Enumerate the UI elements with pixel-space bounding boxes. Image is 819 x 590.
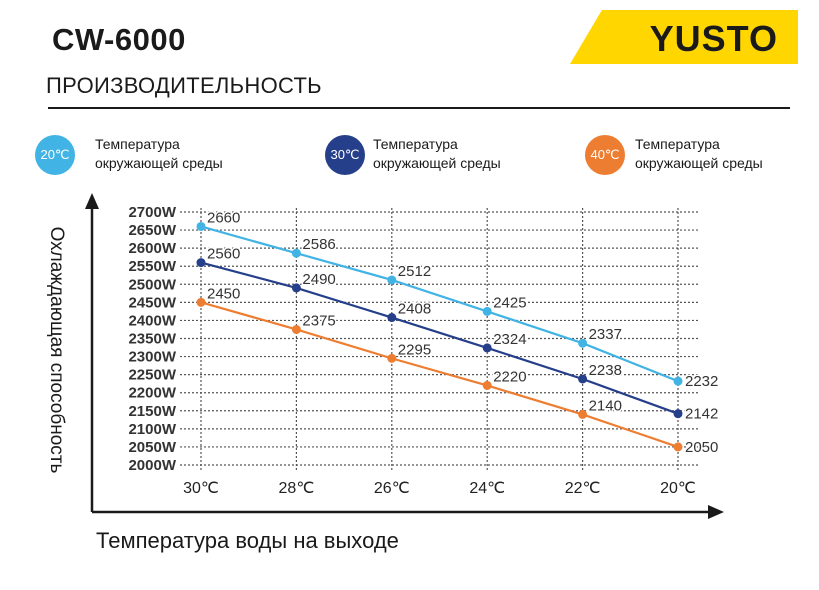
x-tick-label: 22℃ [565,480,601,497]
data-point [291,324,301,334]
legend-line2: окружающей среды [635,155,763,171]
data-point [291,248,301,258]
y-tick-label: 2550W [128,258,176,275]
data-point [578,374,588,384]
data-label: 2295 [398,341,431,358]
model-title: CW-6000 [52,22,186,57]
section-divider [48,107,790,109]
data-label: 2660 [207,209,240,226]
data-point [673,442,683,452]
data-label: 2142 [685,406,718,423]
x-tick-label: 24℃ [469,480,505,497]
series-line-40℃ [200,301,679,448]
legend-text-40: Температура окружающей среды [635,135,763,173]
series-line-30℃ [200,261,679,415]
legend-badge-40: 40℃ [585,135,625,175]
data-label: 2238 [589,362,622,379]
data-label: 2450 [207,285,240,302]
legend-line2: окружающей среды [373,155,501,171]
legend-badge-30: 30℃ [325,135,365,175]
data-point [673,409,683,419]
data-point [387,313,397,323]
legend-line1: Температура [635,136,720,152]
legend-text-30: Температура окружающей среды [373,135,501,173]
x-tick-label: 30℃ [183,480,219,497]
data-point [196,297,206,307]
data-label: 2408 [398,301,431,318]
y-tick-label: 2600W [128,240,176,257]
y-tick-label: 2050W [128,439,176,456]
data-label: 2375 [302,312,335,329]
x-axis-arrow [708,505,724,519]
data-point [482,343,492,353]
y-tick-label: 2100W [128,421,176,438]
data-label: 2560 [207,246,240,263]
x-axis-label: Температура воды на выходе [96,528,399,553]
y-axis-arrow [85,193,99,209]
data-label: 2337 [589,326,622,343]
y-tick-label: 2450W [128,294,176,311]
legend-line1: Температура [95,136,180,152]
brand-name: YUSTO [649,18,778,59]
data-label: 2324 [493,331,526,348]
x-tick-label: 28℃ [279,480,315,497]
y-tick-label: 2650W [128,222,176,239]
y-tick-label: 2350W [128,331,176,348]
y-tick-label: 2200W [128,385,176,402]
data-label: 2220 [493,368,526,385]
data-point [387,353,397,363]
data-point [196,221,206,231]
data-label: 2425 [493,294,526,311]
y-axis-label: Охлаждающая способность [46,226,67,474]
data-point [482,306,492,316]
data-label: 2140 [589,397,622,414]
y-tick-label: 2400W [128,312,176,329]
data-label: 2232 [685,373,718,390]
data-point [578,338,588,348]
data-label: 2512 [398,263,431,280]
y-tick-label: 2000W [128,457,176,474]
data-label: 2586 [302,236,335,253]
series-line-20℃ [200,225,679,383]
legend-line2: окружающей среды [95,155,223,171]
data-label: 2050 [685,439,718,456]
legend-text-20: Температура окружающей среды [95,135,223,173]
brand-logo: YUSTO [570,10,798,64]
x-tick-label: 20℃ [660,480,696,497]
y-tick-label: 2150W [128,403,176,420]
y-tick-label: 2250W [128,367,176,384]
data-label: 2490 [302,271,335,288]
y-tick-label: 2300W [128,349,176,366]
data-point [291,283,301,293]
data-point [387,275,397,285]
y-tick-label: 2700W [128,204,176,221]
x-tick-label: 26℃ [374,480,410,497]
data-point [673,376,683,386]
legend-line1: Температура [373,136,458,152]
data-point [578,409,588,419]
data-point [196,258,206,268]
legend-badge-20: 20℃ [35,135,75,175]
y-tick-label: 2500W [128,276,176,293]
section-title: ПРОИЗВОДИТЕЛЬНОСТЬ [46,73,322,98]
data-point [482,380,492,390]
